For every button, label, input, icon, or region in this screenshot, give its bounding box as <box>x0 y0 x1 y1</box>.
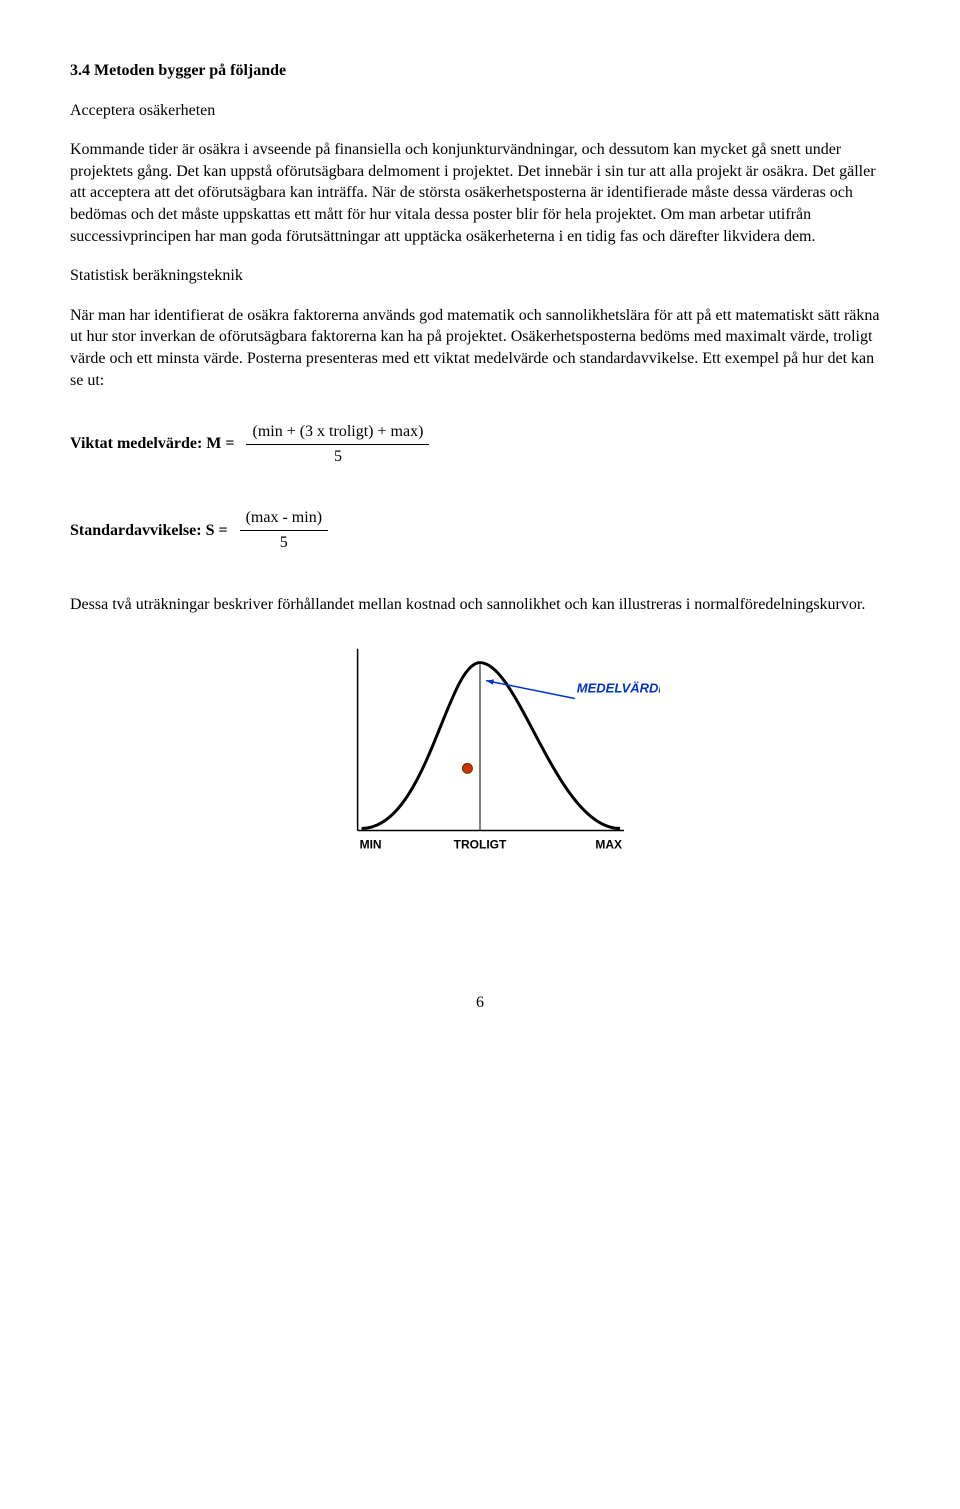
formula-std: Standardavvikelse: S = (max - min) 5 <box>70 507 890 553</box>
bell-curve-svg: MEDELVÄRDE MIN TROLIGT MAX <box>300 635 660 865</box>
formula-std-num: (max - min) <box>240 507 328 531</box>
page-number: 6 <box>70 992 890 1014</box>
formula-mean-label: Viktat medelvärde: M = <box>70 433 234 455</box>
paragraph-acceptera: Kommande tider är osäkra i avseende på f… <box>70 139 890 247</box>
formula-mean-num: (min + (3 x troligt) + max) <box>246 421 429 445</box>
formula-std-label: Standardavvikelse: S = <box>70 520 228 542</box>
svg-text:MEDELVÄRDE: MEDELVÄRDE <box>577 681 660 696</box>
paragraph-statistisk: När man har identifierat de osäkra fakto… <box>70 305 890 391</box>
subheading-statistisk: Statistisk beräkningsteknik <box>70 265 890 287</box>
formula-mean-fraction: (min + (3 x troligt) + max) 5 <box>246 421 429 467</box>
formula-mean: Viktat medelvärde: M = (min + (3 x troli… <box>70 421 890 467</box>
formula-mean-den: 5 <box>246 445 429 468</box>
section-title: 3.4 Metoden bygger på följande <box>70 60 890 82</box>
paragraph-closing: Dessa två uträkningar beskriver förhålla… <box>70 594 890 616</box>
section-number: 3.4 <box>70 62 90 79</box>
formula-std-fraction: (max - min) 5 <box>240 507 328 553</box>
svg-text:TROLIGT: TROLIGT <box>454 838 507 852</box>
formula-std-den: 5 <box>240 531 328 554</box>
svg-text:MIN: MIN <box>360 838 382 852</box>
svg-text:MAX: MAX <box>595 838 622 852</box>
bell-curve-chart: MEDELVÄRDE MIN TROLIGT MAX <box>70 635 890 872</box>
subheading-acceptera: Acceptera osäkerheten <box>70 100 890 122</box>
section-title-text: Metoden bygger på följande <box>94 62 286 79</box>
